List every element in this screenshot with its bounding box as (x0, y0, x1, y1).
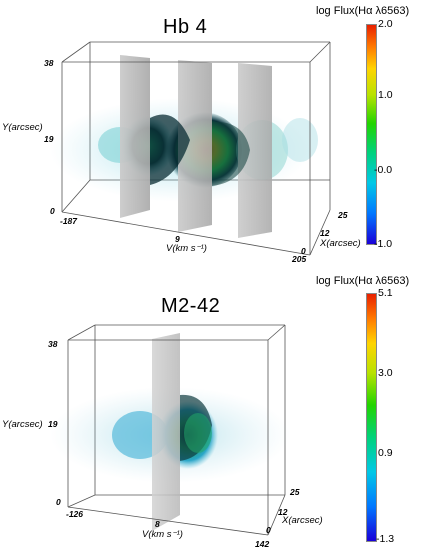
m242-v-tick-max: 142 (255, 539, 270, 549)
m242-panel: M2-42 38 19 0 Y(arcsec) -126 8 142 V(km … (0, 275, 430, 550)
m242-colorbar-tick-4: -1.3 (376, 533, 395, 545)
hb4-shadow (150, 114, 190, 185)
m242-v-label: V(km s⁻¹) (142, 529, 183, 540)
hb4-slice-3 (238, 63, 272, 238)
m242-y-tick-min: 0 (56, 497, 61, 507)
m242-colorbar-tick-1: 5.1 (378, 287, 393, 299)
m242-y-tick-mid: 19 (48, 419, 58, 429)
m242-box-front-edges (67, 324, 286, 536)
hb4-v-tick-min: -187 (60, 216, 78, 226)
m242-colorbar (366, 293, 377, 542)
hb4-y-label: Y(arcsec) (2, 122, 43, 133)
m242-colorbar-tick-2: 3.0 (378, 367, 393, 379)
m242-y-label: Y(arcsec) (2, 419, 43, 430)
hb4-y-tick-mid: 19 (44, 134, 54, 144)
m242-title: M2-42 (161, 295, 221, 317)
hb4-volume-render (50, 41, 331, 256)
m242-x-tick-mid: 12 (278, 507, 288, 517)
m242-slice (152, 333, 180, 531)
hb4-slice-1 (120, 55, 150, 218)
hb4-x-label: X(arcsec) (320, 238, 361, 249)
hb4-slices (120, 55, 272, 238)
m242-x-tick-min: 0 (266, 525, 271, 535)
m242-colorbar-tick-3: 0.9 (378, 447, 393, 459)
hb4-colorbar-tick-3: -0.0 (374, 164, 393, 176)
hb4-colorbar (366, 24, 377, 245)
m242-v-tick-min: -126 (66, 509, 84, 519)
hb4-v-tick-mid: 9 (175, 234, 180, 244)
hb4-box-front-edges (61, 41, 331, 256)
hb4-x-tick-mid: 12 (320, 228, 330, 238)
hb4-slice-2 (178, 60, 212, 232)
hb4-far-blob (282, 118, 318, 162)
hb4-panel: Hb 4 38 19 0 Y(arcsec) -187 9 205 V(km s… (2, 5, 410, 264)
hb4-y-tick-min: 0 (50, 206, 55, 216)
hb4-title: Hb 4 (163, 16, 208, 38)
hb4-x-tick-max: 25 (338, 210, 348, 220)
m242-v-tick-mid: 8 (155, 519, 160, 529)
hb4-y-tick-max: 38 (44, 58, 54, 68)
hb4-colorbar-tick-1: 2.0 (378, 18, 393, 30)
hb4-colorbar-tick-2: 1.0 (378, 89, 393, 101)
hb4-colorbar-title: log Flux(Hα λ6563) (316, 5, 410, 17)
m242-y-tick-max: 38 (48, 339, 58, 349)
m242-volume-render (50, 324, 290, 536)
hb4-colorbar-tick-4: -1.0 (374, 238, 393, 250)
hb4-x-tick-min: 0 (301, 246, 306, 256)
hb4-v-label: V(km s⁻¹) (166, 243, 207, 254)
hb4-v-tick-max: 205 (292, 254, 307, 264)
m242-x-label: X(arcsec) (282, 515, 323, 526)
m242-x-tick-max: 25 (290, 487, 300, 497)
m242-green-rim (184, 413, 212, 453)
hb4-shadow-2 (212, 121, 250, 186)
m242-colorbar-title: log Flux(Hα λ6563) (316, 275, 410, 287)
